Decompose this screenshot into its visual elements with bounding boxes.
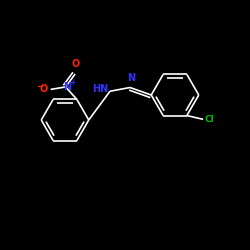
Text: O: O: [71, 60, 79, 70]
Text: O: O: [39, 84, 48, 94]
Text: HN: HN: [92, 84, 108, 94]
Text: Cl: Cl: [204, 115, 214, 124]
Text: +: +: [70, 78, 76, 87]
Text: −: −: [36, 82, 43, 91]
Text: N: N: [63, 82, 71, 92]
Text: N: N: [127, 73, 135, 83]
